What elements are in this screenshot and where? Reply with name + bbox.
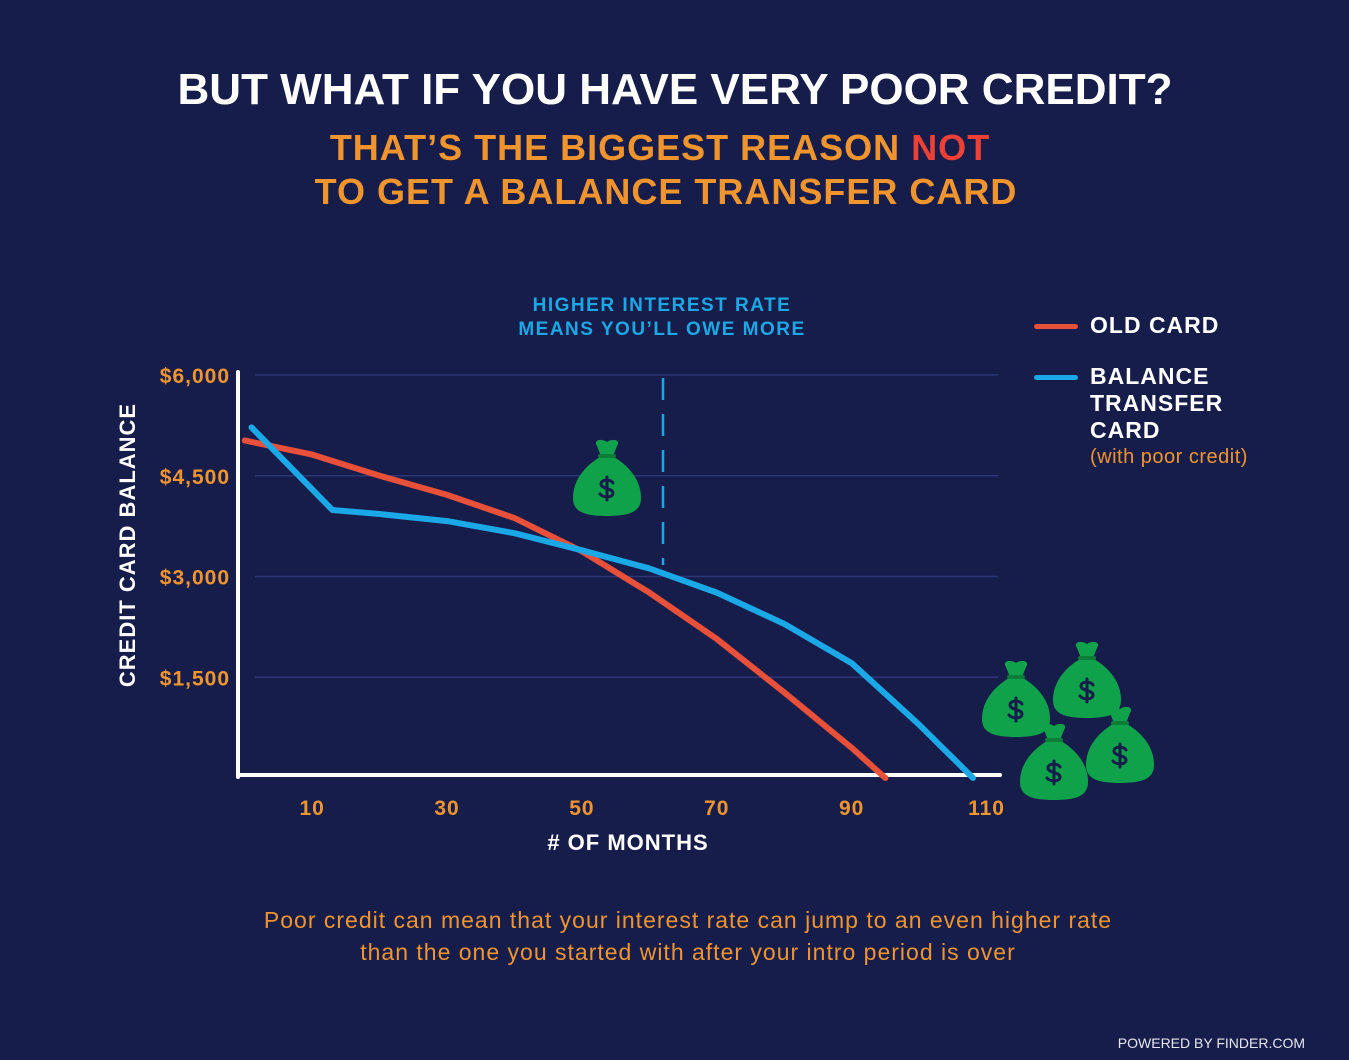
- y-tick-label: $6,000: [160, 365, 230, 388]
- legend-note: (with poor credit): [1090, 446, 1248, 468]
- annotation: MEANS YOU’LL OWE MORE: [518, 319, 805, 340]
- caption: Poor credit can mean that your interest …: [264, 907, 1112, 933]
- chart-subtitle: THAT’S THE BIGGEST REASON NOT: [330, 127, 990, 168]
- legend-item: BALANCE TRANSFER CARD (with poor credit): [1034, 363, 1324, 471]
- x-tick-label: 90: [839, 797, 864, 820]
- annotation: HIGHER INTEREST RATE: [533, 295, 792, 316]
- money-bag-icon: [980, 659, 1052, 739]
- money-bag-icon: [1084, 705, 1156, 785]
- chart-title: BUT WHAT IF YOU HAVE VERY POOR CREDIT?: [178, 65, 1173, 114]
- subtitle-emphasis: NOT: [911, 127, 990, 168]
- money-bag-icon: [571, 438, 643, 518]
- x-tick-label: 30: [434, 797, 459, 820]
- x-tick-label: 110: [968, 797, 1005, 820]
- x-tick-label: 50: [569, 797, 594, 820]
- y-axis-title: CREDIT CARD BALANCE: [115, 403, 140, 687]
- legend-item: OLD CARD: [1034, 312, 1324, 339]
- y-tick-label: $1,500: [160, 667, 230, 690]
- money-bag-icon: [1051, 640, 1123, 720]
- footer: POWERED BY FINDER.COM: [1118, 1035, 1305, 1051]
- chart-subtitle: TO GET A BALANCE TRANSFER CARD: [315, 171, 1018, 212]
- legend-label: OLD CARD: [1090, 312, 1220, 338]
- x-axis-title: # OF MONTHS: [547, 830, 708, 855]
- series-line: [241, 437, 889, 781]
- y-tick-label: $3,000: [160, 567, 230, 590]
- legend-label: BALANCE TRANSFER CARD: [1090, 363, 1224, 443]
- legend: OLD CARD BALANCE TRANSFER CARD (with poor …: [1034, 312, 1324, 495]
- series-line: [248, 424, 977, 781]
- y-tick-label: $4,500: [160, 466, 230, 489]
- legend-swatch: [1034, 375, 1078, 380]
- x-tick-label: 70: [704, 797, 729, 820]
- legend-swatch: [1034, 324, 1078, 329]
- x-tick-label: 10: [299, 797, 324, 820]
- subtitle-text: THAT’S THE BIGGEST REASON: [330, 127, 911, 168]
- caption: than the one you started with after your…: [360, 939, 1016, 965]
